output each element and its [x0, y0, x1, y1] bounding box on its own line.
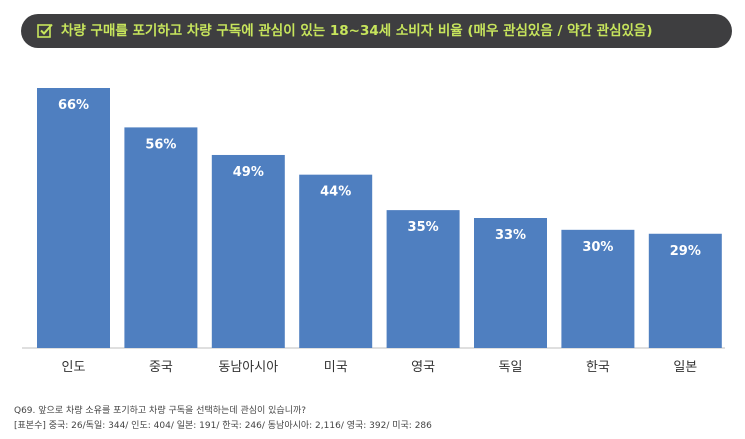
checkbox-icon	[37, 23, 53, 38]
bar-3	[211, 154, 285, 348]
value-label-6: 33%	[495, 228, 526, 243]
bar-2	[124, 127, 198, 348]
category-label-4: 미국	[324, 360, 348, 375]
category-label-6: 독일	[499, 360, 523, 375]
bar-7	[561, 229, 635, 348]
category-label-7: 한국	[586, 360, 610, 375]
category-label-1: 인도	[62, 360, 86, 375]
category-label-8: 일본	[673, 360, 697, 375]
category-label-3: 동남아시아	[218, 360, 278, 375]
bar-6	[474, 218, 547, 348]
bar-4	[299, 174, 373, 348]
bar-8	[648, 233, 722, 348]
value-label-2: 56%	[145, 137, 176, 152]
value-label-5: 35%	[408, 220, 439, 235]
value-label-7: 30%	[582, 240, 613, 255]
bar-5	[386, 210, 460, 348]
bar-chart: 66% 인도 56% 중국 49% 동남아시아 44% 미국 35% 영국 33% 독일 30% 한국 29…	[22, 88, 725, 375]
value-label-3: 49%	[233, 165, 264, 180]
chart-title: 차량 구매를 포기하고 차량 구독에 관심이 있는 18~34세 소비자 비율 …	[61, 23, 653, 39]
sample-size-footnote: [표본수] 중국: 26/독일: 344/ 인도: 404/ 일본: 191/ …	[14, 421, 432, 431]
category-label-2: 중국	[149, 360, 173, 375]
title-bar: 차량 구매를 포기하고 차량 구독에 관심이 있는 18~34세 소비자 비율 …	[21, 14, 732, 48]
value-label-8: 29%	[670, 244, 701, 259]
value-label-1: 66%	[58, 98, 89, 113]
question-footnote: Q69. 앞으로 차량 소유를 포기하고 차량 구독을 선택하는데 관심이 있습…	[14, 406, 307, 416]
bar-1	[37, 88, 110, 348]
value-label-4: 44%	[320, 185, 351, 200]
category-label-5: 영국	[411, 360, 435, 375]
